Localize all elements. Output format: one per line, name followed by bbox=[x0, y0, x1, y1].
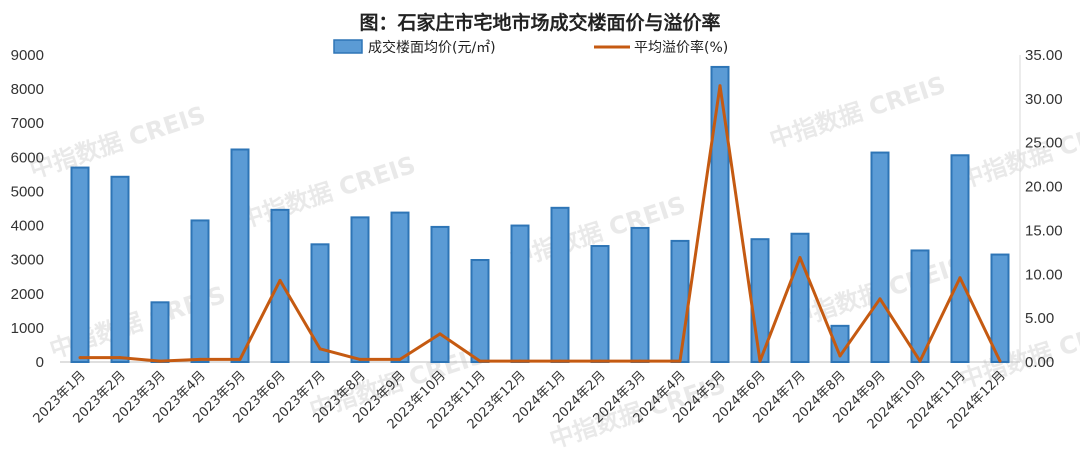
legend-line-label: 平均溢价率(%) bbox=[634, 39, 728, 56]
line-path bbox=[80, 84, 1002, 363]
bar bbox=[510, 224, 530, 363]
bar bbox=[110, 175, 130, 363]
line-point bbox=[398, 357, 402, 361]
line-point bbox=[438, 332, 442, 336]
bar bbox=[70, 166, 90, 363]
y-right-tick-label: 15.00 bbox=[1025, 222, 1063, 239]
bar bbox=[470, 259, 490, 364]
axes: 0 1000 2000 3000 4000 5000 6000 7000 8000 9000 0.0… bbox=[11, 47, 1063, 371]
y-left-tick-label: 9000 bbox=[11, 47, 44, 64]
line-point bbox=[998, 359, 1002, 363]
x-axis-ticks: 2023年1月2023年2月2023年3月2023年4月2023年5月2023年… bbox=[31, 368, 1009, 432]
watermark-text: 中指数据 CREIS bbox=[26, 101, 209, 184]
bar bbox=[590, 245, 610, 363]
y-left-tick-label: 0 bbox=[36, 354, 44, 371]
line-point bbox=[158, 359, 162, 363]
bar bbox=[270, 208, 290, 363]
y-left-tick-label: 5000 bbox=[11, 183, 44, 200]
line-point bbox=[958, 276, 962, 280]
line-point bbox=[718, 84, 722, 88]
bar bbox=[950, 154, 970, 363]
line-point bbox=[878, 297, 882, 301]
y-right-tick-label: 5.00 bbox=[1025, 310, 1054, 327]
bar bbox=[870, 151, 890, 363]
legend: 成交楼面均价(元/㎡) 平均溢价率(%) bbox=[333, 39, 728, 56]
line-point bbox=[678, 359, 682, 363]
bar bbox=[630, 226, 650, 363]
legend-bar-label: 成交楼面均价(元/㎡) bbox=[368, 39, 496, 56]
bar bbox=[710, 65, 730, 363]
line-point bbox=[518, 359, 522, 363]
y-right-tick-label: 30.00 bbox=[1025, 91, 1063, 108]
line-point bbox=[278, 278, 282, 282]
watermark-text: 中指数据 CREIS bbox=[766, 71, 949, 154]
line-point bbox=[558, 359, 562, 363]
line-point bbox=[918, 359, 922, 363]
y-left-tick-label: 1000 bbox=[11, 320, 44, 337]
bar bbox=[670, 239, 690, 363]
y-left-tick-label: 6000 bbox=[11, 149, 44, 166]
y-right-tick-label: 20.00 bbox=[1025, 179, 1063, 196]
line-point bbox=[478, 359, 482, 363]
watermark-text: 中指数据 CREIS bbox=[956, 311, 1080, 394]
y-right-tick-label: 10.00 bbox=[1025, 266, 1063, 283]
y-left-tick-label: 4000 bbox=[11, 218, 44, 235]
y-left-tick-label: 2000 bbox=[11, 286, 44, 303]
y-right-tick-label: 25.00 bbox=[1025, 135, 1063, 152]
line-point bbox=[198, 357, 202, 361]
line-point bbox=[358, 357, 362, 361]
line-point bbox=[238, 357, 242, 361]
line-point bbox=[638, 359, 642, 363]
bar-series bbox=[70, 65, 1010, 364]
y-left-tick-label: 3000 bbox=[11, 252, 44, 269]
line-point bbox=[318, 347, 322, 351]
line-point bbox=[758, 359, 762, 363]
bar bbox=[310, 243, 330, 363]
y-left-tick-label: 8000 bbox=[11, 81, 44, 98]
bar bbox=[350, 216, 370, 363]
bar bbox=[430, 225, 450, 363]
y-right-tick-label: 35.00 bbox=[1025, 47, 1063, 64]
bar bbox=[230, 148, 250, 363]
line-series bbox=[78, 84, 1002, 363]
line-point bbox=[118, 356, 122, 360]
bar bbox=[150, 301, 170, 363]
chart-title: 图：石家庄市宅地市场成交楼面价与溢价率 bbox=[359, 11, 720, 34]
bar bbox=[550, 206, 570, 363]
line-point bbox=[798, 256, 802, 260]
bar bbox=[790, 232, 810, 363]
y-right-tick-label: 0.00 bbox=[1025, 354, 1054, 371]
bar bbox=[190, 219, 210, 363]
line-point bbox=[838, 354, 842, 358]
line-point bbox=[598, 359, 602, 363]
legend-bar-swatch bbox=[333, 39, 363, 54]
y-left-tick-label: 7000 bbox=[11, 115, 44, 132]
line-point bbox=[78, 356, 82, 360]
bar bbox=[390, 211, 410, 363]
